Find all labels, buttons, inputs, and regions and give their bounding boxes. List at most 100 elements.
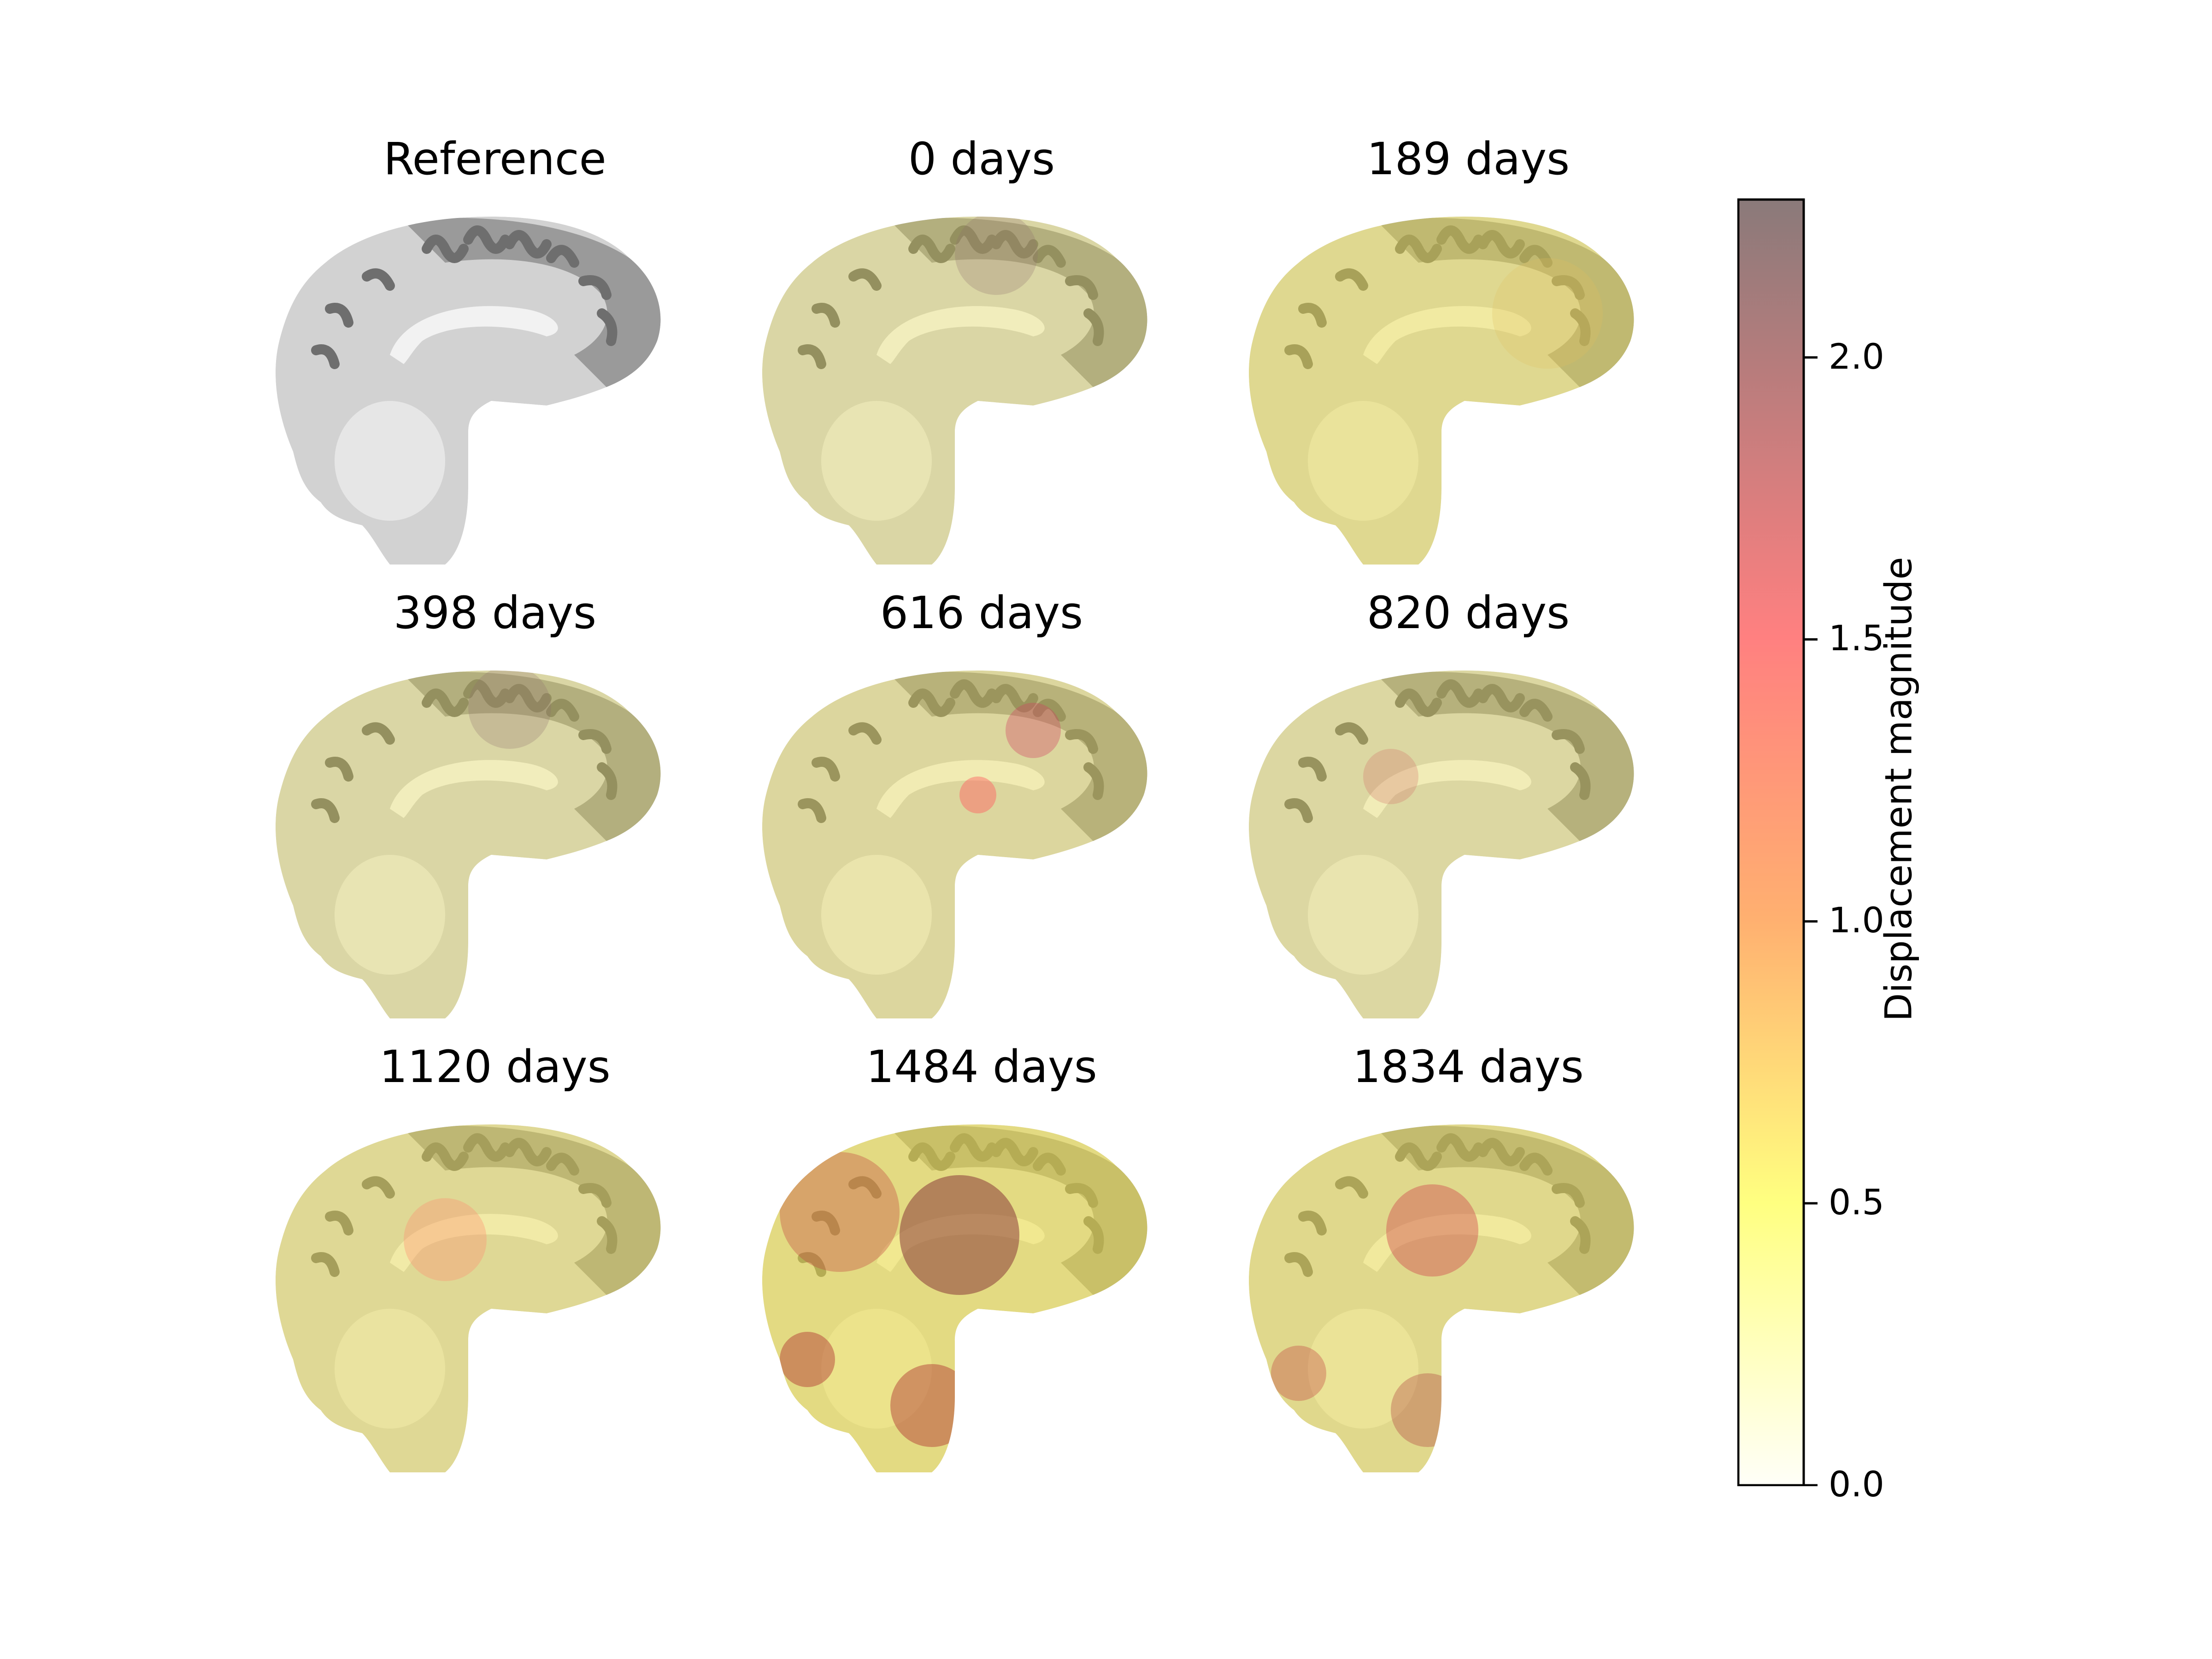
displacement-hotspot — [959, 777, 996, 813]
gyrus — [578, 729, 612, 754]
colorbar-tick-label: 1.0 — [1829, 900, 1884, 941]
brain-slice-1834-days — [1225, 1111, 1712, 1472]
gyrus — [546, 245, 579, 268]
panel-title-1834-days: 1834 days — [1353, 1041, 1584, 1093]
gyrus — [1436, 225, 1483, 254]
panel-title-398-days: 398 days — [393, 587, 597, 639]
gyrus — [1298, 1211, 1327, 1235]
gyrus — [908, 235, 955, 263]
displacement-overlay — [1249, 1124, 1634, 1472]
gyrus — [950, 679, 997, 708]
gyrus — [1570, 1216, 1591, 1254]
gyrus — [505, 684, 552, 712]
cortex-region — [404, 671, 661, 841]
gyrus — [1552, 275, 1585, 300]
displacement-hotspot — [955, 217, 1038, 295]
displacement-hotspot — [1391, 1373, 1465, 1447]
corpus-callosum — [877, 306, 1045, 364]
gyrus — [362, 722, 395, 745]
panel-title-1120-days: 1120 days — [379, 1041, 611, 1093]
cortex-region — [890, 671, 1147, 841]
gyrus — [325, 1211, 353, 1235]
gyrus — [848, 268, 882, 291]
displacement-hotspot — [1492, 258, 1603, 369]
gyrus — [1284, 344, 1313, 369]
gyrus — [1065, 729, 1098, 754]
panel-title-616-days: 616 days — [880, 587, 1083, 639]
gyrus — [1065, 275, 1098, 300]
gyrus — [597, 308, 618, 346]
brain-slice-reference — [252, 203, 738, 565]
displacement-hotspot — [1363, 749, 1418, 804]
gyrus — [1083, 762, 1104, 800]
corpus-callosum — [1363, 1214, 1531, 1272]
gyrus — [1519, 245, 1553, 268]
gyrus — [1436, 679, 1483, 708]
gyrus — [1436, 1133, 1483, 1162]
gyrus — [578, 1183, 612, 1208]
cortex-region — [1377, 671, 1634, 841]
brain-slice-1484-days — [738, 1111, 1225, 1472]
cerebellum — [1308, 401, 1418, 521]
brain-slice-189-days — [1225, 203, 1712, 565]
gyrus — [597, 762, 618, 800]
displacement-overlay — [276, 671, 661, 1018]
colorbar — [1737, 198, 1818, 1486]
brain-slice-0-days — [738, 203, 1225, 565]
gyrus — [812, 757, 840, 782]
displacement-hotspot — [900, 1175, 1019, 1295]
colorbar-tick-label: 1.5 — [1829, 618, 1884, 659]
colorbar-ticks — [1804, 356, 1818, 1486]
gyrus — [546, 1153, 579, 1176]
gyrus — [1298, 757, 1327, 782]
cortex-region — [1377, 218, 1634, 387]
gyrus — [991, 230, 1038, 259]
gyrus — [422, 688, 469, 717]
cerebellum — [335, 401, 445, 521]
cerebellum — [335, 855, 445, 975]
gyrus — [1519, 699, 1553, 722]
panel-title-0-days: 0 days — [908, 133, 1055, 185]
displacement-overlay — [1249, 671, 1634, 1018]
gyrus — [311, 344, 340, 369]
displacement-hotspot — [780, 1152, 900, 1272]
gyrus — [1284, 798, 1313, 823]
gyrus — [812, 303, 840, 328]
gyrus — [908, 688, 955, 717]
brain-slice-1120-days — [252, 1111, 738, 1472]
cerebellum — [1308, 855, 1418, 975]
gyrus — [1335, 268, 1368, 291]
displacement-hotspot — [1386, 1184, 1478, 1277]
colorbar-tick-label: 0.5 — [1829, 1182, 1884, 1223]
cerebellum — [821, 401, 932, 521]
gyrus — [798, 798, 826, 823]
displacement-overlay — [762, 671, 1147, 1018]
gyrus — [362, 1176, 395, 1199]
gyrus — [1552, 729, 1585, 754]
displacement-overlay — [762, 1124, 1147, 1472]
gyrus — [422, 1142, 469, 1171]
gyrus — [505, 1138, 552, 1166]
gyrus — [1552, 1183, 1585, 1208]
panel-title-1484-days: 1484 days — [866, 1041, 1097, 1093]
cortex-region — [404, 218, 661, 387]
corpus-callosum — [390, 306, 558, 364]
gyrus — [325, 303, 353, 328]
displacement-overlay — [1249, 217, 1634, 565]
gyrus — [798, 344, 826, 369]
gyrus — [422, 235, 469, 263]
gyrus — [311, 798, 340, 823]
gyrus — [597, 1216, 618, 1254]
gyrus — [1478, 230, 1525, 259]
gyrus — [950, 225, 997, 254]
gyrus — [463, 679, 510, 708]
gyrus — [1570, 762, 1591, 800]
gyrus — [1083, 308, 1104, 346]
displacement-hotspot — [1271, 1346, 1326, 1401]
panel-title-820-days: 820 days — [1366, 587, 1570, 639]
gyrus — [546, 699, 579, 722]
colorbar-gradient — [1737, 198, 1805, 1486]
brain-slice-616-days — [738, 657, 1225, 1018]
gyrus — [362, 268, 395, 291]
gyrus — [1395, 235, 1442, 263]
